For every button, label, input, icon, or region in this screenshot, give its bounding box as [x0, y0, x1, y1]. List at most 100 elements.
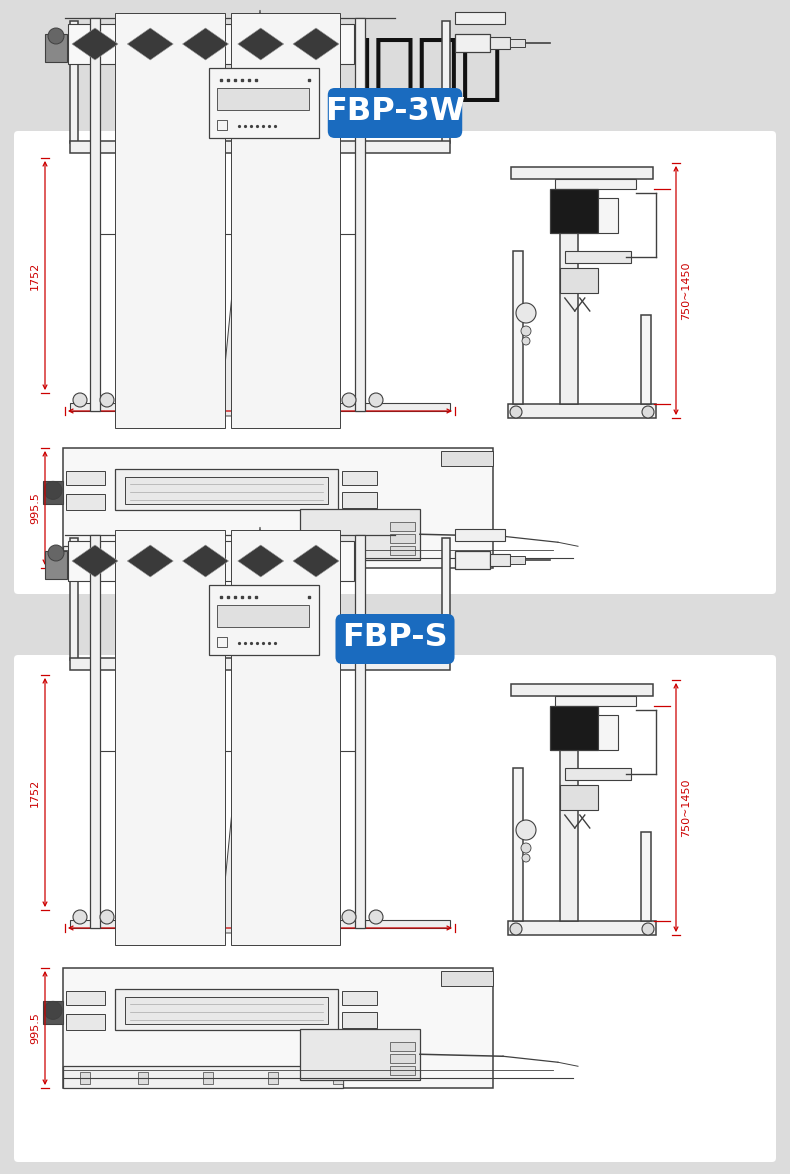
Bar: [70, 21, 78, 143]
Bar: [115, 13, 224, 429]
Bar: [217, 605, 309, 627]
Bar: [63, 546, 343, 568]
FancyBboxPatch shape: [328, 88, 462, 139]
Circle shape: [522, 337, 530, 345]
Bar: [598, 198, 618, 232]
Bar: [560, 268, 598, 294]
Circle shape: [516, 303, 536, 323]
Bar: [70, 920, 450, 927]
Polygon shape: [220, 527, 300, 933]
Bar: [565, 251, 631, 263]
Bar: [342, 991, 377, 1005]
Bar: [389, 1043, 416, 1051]
Bar: [125, 997, 328, 1024]
Bar: [70, 403, 450, 411]
Bar: [442, 21, 450, 143]
Bar: [231, 529, 340, 945]
Bar: [138, 1072, 148, 1084]
Text: 750~1450: 750~1450: [681, 778, 691, 837]
Polygon shape: [293, 545, 339, 576]
Bar: [43, 1001, 63, 1024]
Text: FBP-S: FBP-S: [342, 622, 448, 654]
Bar: [299, 1028, 420, 1080]
Bar: [508, 404, 656, 418]
Bar: [442, 451, 493, 466]
Circle shape: [521, 326, 531, 336]
Bar: [115, 529, 224, 945]
Bar: [43, 481, 63, 504]
Circle shape: [73, 393, 87, 407]
Bar: [555, 178, 636, 189]
Bar: [203, 552, 213, 564]
Bar: [508, 920, 656, 935]
Bar: [560, 722, 577, 920]
Bar: [389, 522, 416, 531]
Bar: [389, 534, 416, 544]
Bar: [355, 535, 365, 927]
Bar: [299, 508, 420, 560]
Bar: [80, 1072, 90, 1084]
Circle shape: [642, 923, 654, 935]
Bar: [550, 706, 598, 750]
Bar: [70, 141, 450, 153]
Bar: [268, 552, 278, 564]
Circle shape: [510, 923, 522, 935]
Polygon shape: [238, 545, 284, 576]
Bar: [66, 991, 105, 1005]
Bar: [66, 1013, 105, 1030]
Text: 3466.5: 3466.5: [241, 417, 280, 427]
FancyBboxPatch shape: [336, 614, 454, 664]
Bar: [90, 535, 100, 927]
Bar: [513, 251, 523, 404]
Circle shape: [100, 393, 114, 407]
Circle shape: [342, 393, 356, 407]
Text: 1752: 1752: [30, 262, 40, 290]
Bar: [442, 538, 450, 660]
Bar: [80, 552, 90, 564]
Bar: [389, 1066, 416, 1075]
Bar: [70, 538, 78, 660]
Circle shape: [44, 1001, 62, 1019]
Bar: [333, 552, 343, 564]
Polygon shape: [182, 28, 228, 60]
Bar: [63, 1066, 343, 1088]
Polygon shape: [182, 545, 228, 576]
Bar: [68, 23, 354, 65]
Bar: [641, 831, 651, 920]
Bar: [490, 38, 510, 49]
FancyBboxPatch shape: [14, 131, 776, 594]
Bar: [45, 34, 67, 62]
Bar: [389, 1054, 416, 1062]
Bar: [355, 18, 365, 411]
Circle shape: [369, 393, 383, 407]
Polygon shape: [238, 28, 284, 60]
Bar: [510, 39, 525, 47]
Text: 1752: 1752: [30, 778, 40, 807]
Bar: [550, 189, 598, 232]
Circle shape: [342, 910, 356, 924]
Bar: [641, 315, 651, 404]
Bar: [63, 448, 493, 568]
Bar: [490, 554, 510, 566]
Bar: [138, 552, 148, 564]
Circle shape: [521, 843, 531, 853]
Bar: [511, 684, 653, 696]
Bar: [125, 477, 328, 504]
Polygon shape: [220, 11, 300, 416]
Polygon shape: [72, 28, 118, 60]
Bar: [209, 68, 318, 139]
Bar: [455, 551, 490, 569]
Circle shape: [369, 910, 383, 924]
Bar: [90, 18, 100, 411]
Bar: [342, 492, 377, 508]
Circle shape: [48, 545, 64, 561]
Text: 995.5: 995.5: [30, 492, 40, 524]
Bar: [268, 1072, 278, 1084]
Bar: [510, 556, 525, 564]
Polygon shape: [293, 28, 339, 60]
Bar: [455, 12, 505, 23]
Bar: [231, 13, 340, 429]
Text: FBP-3W: FBP-3W: [325, 96, 465, 128]
Bar: [598, 715, 618, 750]
Bar: [45, 551, 67, 579]
